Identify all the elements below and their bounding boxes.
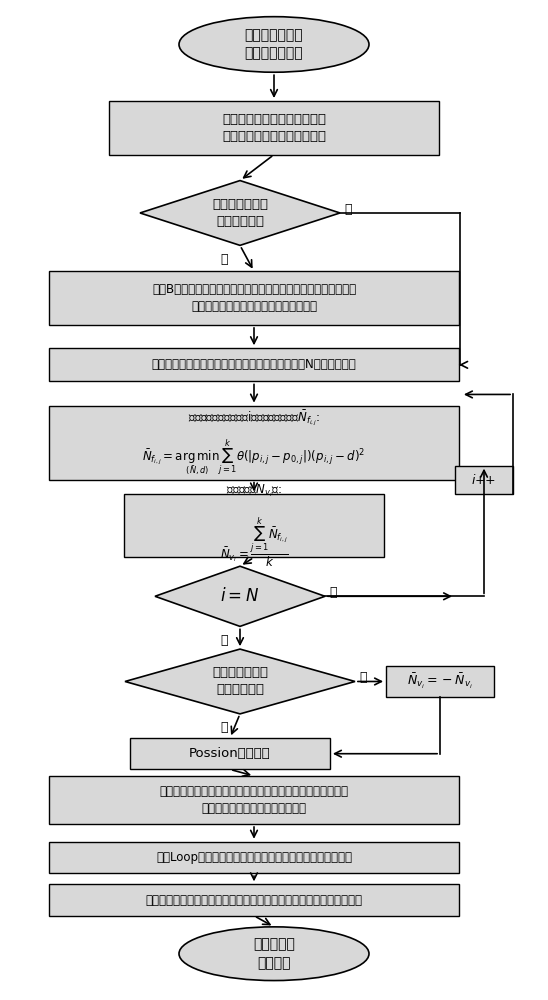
Text: 是: 是 [220, 253, 228, 266]
Text: 将所有顶点在三个维度上的数据范围反正则化到原始离散点的数据范围: 将所有顶点在三个维度上的数据范围反正则化到原始离散点的数据范围 [146, 894, 362, 906]
Text: 将所有多边形上的离散点列合并为一个新的数量为N无序离散点列: 将所有多边形上的离散点列合并为一个新的数量为N无序离散点列 [152, 358, 356, 371]
Text: 否: 否 [344, 203, 351, 216]
Text: 否: 否 [359, 671, 367, 684]
FancyBboxPatch shape [49, 884, 459, 916]
FancyBboxPatch shape [49, 271, 459, 325]
Text: 遍历每个网格顶点，用它们邻域内所有点的坐标的平均值代替
原坐标，消除网格顶点的局部异常: 遍历每个网格顶点，用它们邻域内所有点的坐标的平均值代替 原坐标，消除网格顶点的局… [159, 785, 349, 815]
FancyBboxPatch shape [49, 406, 459, 480]
FancyBboxPatch shape [455, 466, 513, 494]
Text: 将原始离散点在三个维度上的
数据范围正则化到相同数量级: 将原始离散点在三个维度上的 数据范围正则化到相同数量级 [222, 113, 326, 143]
Text: Possion曲面重构: Possion曲面重构 [189, 747, 271, 760]
Polygon shape [125, 649, 355, 714]
Text: 离散点的法向量
是否向外发散: 离散点的法向量 是否向外发散 [212, 666, 268, 696]
Text: 是: 是 [220, 634, 228, 647]
Text: 是否对原始离散
点进行重采样: 是否对原始离散 点进行重采样 [212, 198, 268, 228]
FancyBboxPatch shape [130, 738, 330, 769]
Text: 顶点法向量$N_{v_i}$为:
$\bar{N}_{v_i} = \dfrac{\sum_{j=1}^{k}\bar{N}_{f_{i,j}}}{k}$: 顶点法向量$N_{v_i}$为: $\bar{N}_{v_i} = \dfrac… [220, 482, 288, 569]
FancyBboxPatch shape [49, 842, 459, 873]
Polygon shape [155, 566, 325, 626]
Text: 是: 是 [220, 721, 228, 734]
Text: 利用B样条算法拟合每一个多边形上的离散点，根据设置的重采样
倍数将拟合的光滑曲线重采样为离散点列: 利用B样条算法拟合每一个多边形上的离散点，根据设置的重采样 倍数将拟合的光滑曲线… [152, 283, 356, 313]
FancyBboxPatch shape [386, 666, 494, 697]
FancyBboxPatch shape [109, 101, 439, 155]
FancyBboxPatch shape [49, 776, 459, 824]
Text: 输出地质体
闭合曲面: 输出地质体 闭合曲面 [253, 938, 295, 970]
Ellipse shape [179, 17, 369, 72]
Text: 采用Loop细分算法对三角网格进行细分，使其趋于光滑曲面: 采用Loop细分算法对三角网格进行细分，使其趋于光滑曲面 [156, 851, 352, 864]
Text: $i$++: $i$++ [471, 473, 496, 487]
Text: 用最小二乘法计算顶点i局部邻接平面向量$\bar{N}_{f_{i,j}}$:
$\bar{N}_{f_{i,j}} = \underset{(\bar{N},: 用最小二乘法计算顶点i局部邻接平面向量$\bar{N}_{f_{i,j}}$: … [142, 409, 366, 477]
Text: $i = N$: $i = N$ [220, 587, 260, 605]
FancyBboxPatch shape [49, 348, 459, 381]
Text: 否: 否 [329, 586, 336, 599]
Text: $\bar{N}_{v_i} = -\bar{N}_{v_i}$: $\bar{N}_{v_i} = -\bar{N}_{v_i}$ [407, 672, 473, 691]
Ellipse shape [179, 927, 369, 981]
FancyBboxPatch shape [124, 494, 384, 557]
Polygon shape [140, 181, 340, 245]
Text: 地震构造解释的
稀疏离散点数据: 地震构造解释的 稀疏离散点数据 [245, 28, 303, 61]
